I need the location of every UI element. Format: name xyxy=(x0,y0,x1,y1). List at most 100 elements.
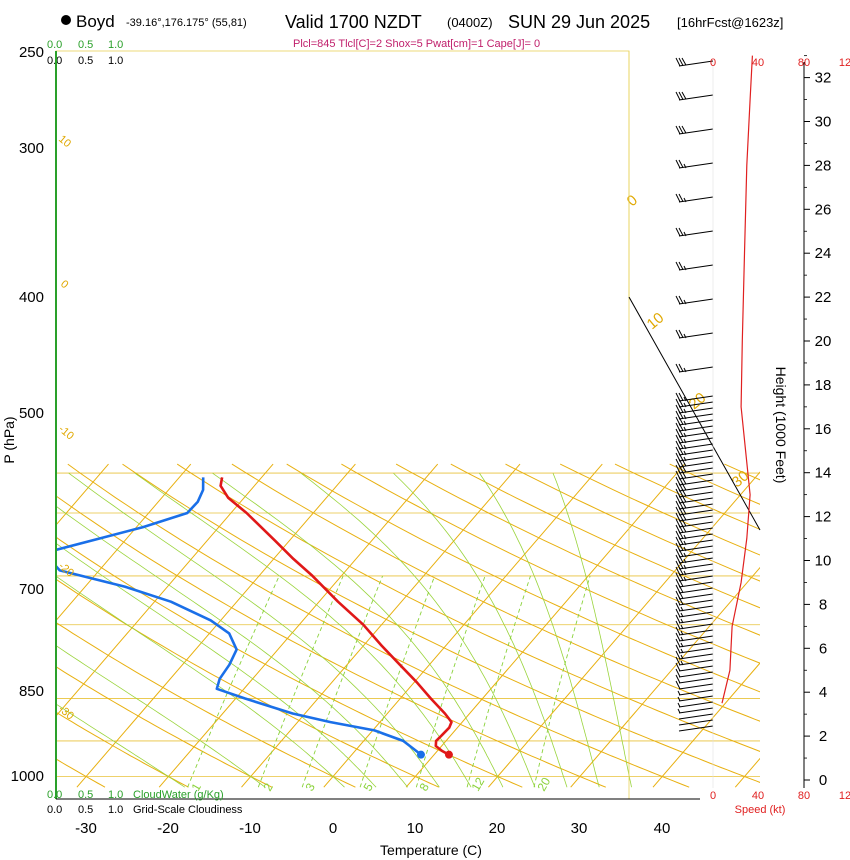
wind-barb-feather xyxy=(683,570,687,576)
mixing-ratio-label: 3 xyxy=(302,780,318,793)
mixing-ratio-line xyxy=(415,575,486,788)
wind-barb xyxy=(678,569,714,576)
moist-adiabat-line xyxy=(56,505,409,788)
wind-barb-feather xyxy=(675,434,681,444)
wind-barb xyxy=(678,713,714,720)
mixing-ratio-label: 12 xyxy=(468,775,487,794)
wind-barb-feather xyxy=(678,193,684,202)
temperature-tick-label: -10 xyxy=(239,820,261,837)
wind-barb-feather xyxy=(677,690,681,696)
moist-adiabat-line xyxy=(56,703,186,788)
wind-barb-feather xyxy=(678,392,684,401)
wind-barb xyxy=(678,527,714,534)
wind-barb-feather xyxy=(675,261,681,271)
wind-barb-feather xyxy=(680,606,684,612)
wind-barb-feather xyxy=(683,444,687,450)
moist-adiabat-line xyxy=(212,472,504,788)
valid-date: SUN 29 Jun 2025 xyxy=(508,12,650,32)
temperature-tick-label: 20 xyxy=(489,820,506,837)
moist-adiabat-line xyxy=(56,542,377,788)
wind-barb-feather xyxy=(675,458,681,468)
speed-tick-label: 40 xyxy=(752,57,764,69)
moist-adiabat-lines xyxy=(56,472,632,788)
wind-barb-feather xyxy=(675,416,681,426)
wind-barb xyxy=(678,425,714,432)
wind-barb-feather xyxy=(683,438,687,444)
pressure-tick-label: 400 xyxy=(19,289,44,306)
dry-adiabat-line xyxy=(67,463,690,788)
cloudwater-label: CloudWater (g/Kg) xyxy=(133,789,224,801)
wind-barb xyxy=(678,264,714,271)
wind-barb-feather xyxy=(680,624,684,630)
temperature-tick-label: 30 xyxy=(571,820,588,837)
temperature-tick-label: 0 xyxy=(329,820,337,837)
wind-barb-feather xyxy=(683,408,687,414)
height-tick-label: 16 xyxy=(815,421,832,438)
top-green-tick: 0.0 xyxy=(47,39,62,51)
station-coords: -39.16°,176.175° (55,81) xyxy=(126,17,247,29)
wind-barb-feather xyxy=(683,552,687,558)
wind-barb-feather xyxy=(680,642,684,648)
wind-barb-feather xyxy=(683,197,687,203)
height-tick-label: 8 xyxy=(819,596,827,613)
top-green-tick: 1.0 xyxy=(108,39,123,51)
wind-barb-feather xyxy=(683,333,687,339)
dry-adiabat-line xyxy=(56,711,189,788)
isotherm-line xyxy=(405,463,685,788)
pressure-tick-label: 500 xyxy=(19,405,44,422)
dry-adiabat-line xyxy=(56,536,523,788)
bottom-green-tick: 0.5 xyxy=(78,789,93,801)
wind-barb-feather xyxy=(675,476,681,486)
wind-barb xyxy=(678,407,714,414)
height-tick-label: 22 xyxy=(815,289,832,306)
wind-barb-feather xyxy=(683,450,687,456)
wind-barb xyxy=(678,581,714,588)
dewpoint-line xyxy=(56,477,422,756)
wind-barb xyxy=(678,515,714,522)
mixing-ratio-line xyxy=(187,575,280,788)
wind-barb xyxy=(678,671,714,678)
wind-barb-feather xyxy=(675,159,681,169)
wind-barb-feather xyxy=(675,662,681,672)
wind-barb-feather xyxy=(675,392,681,402)
wind-barb xyxy=(678,599,714,606)
wind-barb xyxy=(678,230,714,237)
temperature-tick-label: -20 xyxy=(157,820,179,837)
wind-barb-feather xyxy=(675,638,681,648)
dry-adiabat-line xyxy=(505,463,760,582)
wind-barb-feather xyxy=(680,618,684,624)
isotherm-lines xyxy=(56,463,760,788)
wind-barb xyxy=(678,587,714,594)
moist-adiabat-line xyxy=(300,472,536,788)
moist-adiabat-line xyxy=(56,575,345,788)
wind-barb xyxy=(678,473,714,480)
wind-barb xyxy=(678,497,714,504)
top-black-tick: 1.0 xyxy=(108,55,123,67)
sounding-params: Plcl=845 Tlcl[C]=2 Shox=5 Pwat[cm]=1 Cap… xyxy=(293,38,540,50)
dry-adiabat-line xyxy=(176,463,760,752)
wind-barb xyxy=(678,401,714,408)
height-tick-label: 4 xyxy=(819,684,827,701)
dry-adiabat-line xyxy=(122,463,760,783)
wind-barb xyxy=(678,60,714,67)
wind-barb-feather xyxy=(675,398,681,408)
wind-barb xyxy=(678,611,714,618)
wind-barb-feather xyxy=(683,367,687,373)
wind-barb-feather xyxy=(683,564,687,570)
wind-barb-feather xyxy=(675,506,681,516)
mixing-ratio-label: 5 xyxy=(360,780,376,793)
wind-barb-feather xyxy=(675,566,681,576)
wind-barb xyxy=(678,461,714,468)
station-name: Boyd xyxy=(76,12,115,31)
wind-panel-divider xyxy=(628,296,761,531)
wind-barb-feather xyxy=(675,193,681,203)
wind-barb-feather xyxy=(683,231,687,237)
moist-adiabat-line xyxy=(68,472,440,788)
height-tick-label: 20 xyxy=(815,333,832,350)
wind-barb-feather xyxy=(683,456,687,462)
moist-adiabat-line xyxy=(56,645,266,788)
wind-barb xyxy=(678,128,714,135)
top-black-tick: 0.5 xyxy=(78,55,93,67)
wind-barb-feather xyxy=(683,396,687,402)
mixing-ratio-label: 2 xyxy=(260,780,276,793)
